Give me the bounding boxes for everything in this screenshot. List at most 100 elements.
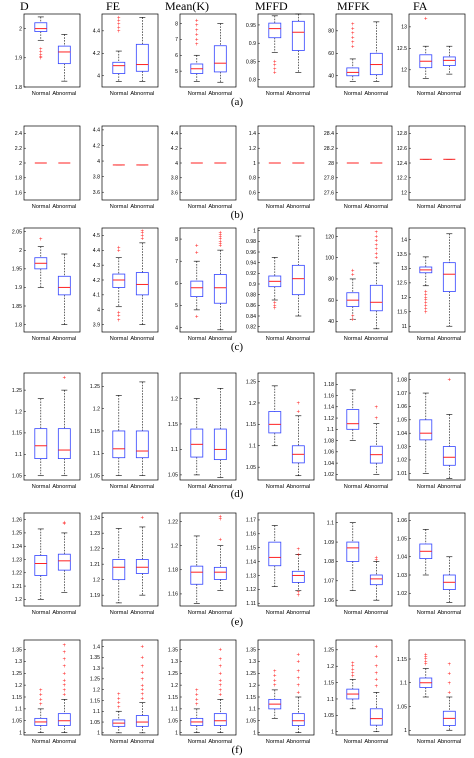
category-label: Normal (344, 91, 362, 97)
y-tick-label: 2 (19, 161, 22, 167)
category-label: Normal (417, 336, 435, 342)
outlier-marker: + (375, 684, 379, 690)
iqr-box (135, 272, 149, 296)
outlier-marker: + (448, 671, 452, 677)
y-tick-label: 1.8 (15, 176, 22, 182)
category-label: Abnormal (130, 739, 154, 745)
y-tick-label: 1 (253, 161, 256, 167)
y-tick-label: 5 (175, 303, 178, 309)
outlier-marker: + (39, 693, 43, 699)
y-tick-label: 1.23 (90, 531, 100, 537)
y-tick-label: 6 (175, 281, 178, 287)
outlier-marker: + (195, 244, 199, 250)
category-label: Normal (32, 91, 50, 97)
iqr-box (213, 274, 227, 304)
outlier-marker: + (297, 401, 301, 407)
outlier-marker: + (375, 416, 379, 422)
axes-frame (335, 639, 393, 736)
iqr-box (112, 61, 126, 74)
y-tick-label: 1 (175, 730, 178, 736)
outlier-marker: + (273, 59, 277, 65)
outlier-marker: + (273, 301, 277, 307)
outlier-marker: + (117, 22, 121, 28)
y-tick-label: 1.17 (246, 518, 256, 524)
outlier-marker: + (117, 705, 121, 711)
outlier-marker: + (219, 664, 223, 670)
y-tick-label: 1.04 (324, 461, 334, 467)
outlier-marker: + (117, 25, 121, 31)
outlier-marker: + (375, 405, 379, 411)
outlier-marker: + (117, 701, 121, 707)
outlier-marker: + (195, 315, 199, 321)
panel-2-4: 1.4 1.2 1 0.8 0.6 Normal Abnormal (249, 125, 315, 210)
outlier-marker: + (219, 237, 223, 243)
y-tick-label: 1.35 (90, 655, 100, 661)
category-label: Normal (344, 739, 362, 745)
outlier-marker: + (39, 47, 43, 53)
y-tick-label: 0.88 (246, 292, 256, 298)
outlier-marker: + (63, 664, 67, 670)
y-tick-label: 1.15 (168, 695, 178, 701)
y-tick-label: 1 (253, 730, 256, 736)
y-tick-label: 4.2 (93, 51, 100, 57)
panel-4-1: 1.25 1.2 1.15 1.1 1.05 Normal Abnormal + (12, 372, 81, 490)
y-tick-label: 1.05 (397, 418, 407, 424)
category-label: Normal (188, 610, 206, 616)
y-tick-label: 1.8 (15, 322, 22, 328)
axes-frame (101, 512, 159, 607)
iqr-box (135, 430, 149, 459)
outlier-marker: + (195, 28, 199, 34)
y-tick-label: 1.06 (324, 450, 334, 456)
y-tick-label: 4.4 (171, 131, 178, 137)
category-label: Abnormal (437, 484, 461, 490)
iqr-box (213, 566, 227, 580)
y-tick-label: 1.09 (324, 540, 334, 546)
outlier-marker: + (351, 674, 355, 680)
iqr-box (213, 713, 227, 726)
category-label: Normal (266, 739, 284, 745)
axes-frame (408, 512, 466, 607)
y-tick-label: 27.8 (324, 176, 334, 182)
outlier-marker: + (117, 696, 121, 702)
category-label: Normal (188, 739, 206, 745)
y-tick-label: 1.2 (93, 687, 100, 693)
y-tick-label: 1.05 (12, 474, 22, 480)
y-tick-label: 12.8 (397, 131, 407, 137)
y-tick-label: 1.13 (246, 573, 256, 579)
y-tick-label: 0.98 (246, 239, 256, 245)
y-tick-label: 1.04 (397, 555, 407, 561)
y-tick-label: 1.1 (171, 707, 178, 713)
y-tick-label: 2.2 (15, 146, 22, 152)
category-label: Abnormal (130, 91, 154, 97)
y-tick-label: 1.1 (249, 707, 256, 713)
axes-frame (335, 13, 393, 88)
iqr-box (34, 428, 48, 460)
axes-frame (23, 13, 81, 88)
iqr-box (112, 273, 126, 288)
y-tick-label: 1.2 (171, 683, 178, 689)
category-label: Abnormal (208, 610, 232, 616)
axes-frame (257, 227, 315, 333)
y-tick-label: 12.5 (397, 46, 407, 52)
category-label: Abnormal (52, 91, 76, 97)
outlier-marker: + (117, 245, 121, 251)
outlier-marker: + (195, 18, 199, 24)
axes-frame (179, 372, 237, 481)
y-tick-label: 1 (253, 228, 256, 234)
outlier-marker: + (63, 688, 67, 694)
category-label: Normal (344, 336, 362, 342)
outlier-marker: + (63, 693, 67, 699)
outlier-marker: + (375, 247, 379, 253)
y-tick-label: 3.8 (93, 174, 100, 180)
iqr-box (291, 570, 305, 583)
category-label: Normal (110, 204, 128, 210)
outlier-marker: + (117, 311, 121, 317)
y-tick-label: 1.06 (397, 518, 407, 524)
y-tick-label: 1.2 (93, 406, 100, 412)
outlier-marker: + (424, 310, 428, 316)
category-label: Normal (266, 484, 284, 490)
y-tick-label: 8 (175, 21, 178, 27)
y-tick-label: 1.15 (168, 422, 178, 428)
